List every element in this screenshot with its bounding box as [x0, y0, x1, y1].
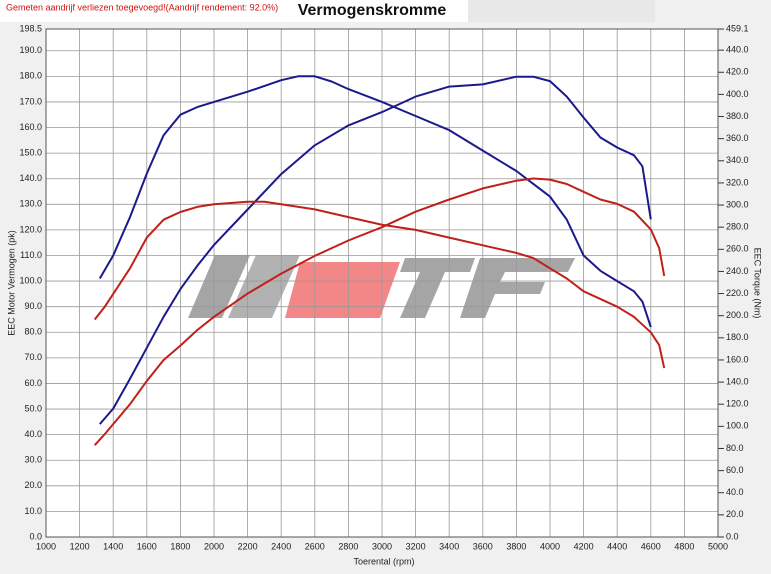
y-tick-label: 120.0 — [19, 224, 42, 234]
y-tick-label: 90.0 — [24, 301, 42, 311]
y-tick-label: 60.0 — [24, 378, 42, 388]
x-tick-label: 4200 — [574, 541, 594, 551]
logo — [188, 255, 575, 318]
x-tick-label: 3800 — [506, 541, 526, 551]
y2-tick-label: 160.0 — [726, 354, 749, 364]
y2-tick-label: 459.1 — [726, 23, 749, 33]
y2-tick-label: 360.0 — [726, 133, 749, 143]
y2-tick-label: 440.0 — [726, 45, 749, 55]
series-line — [98, 75, 652, 328]
header-box — [468, 0, 655, 22]
note: Gemeten aandrijf verliezen toegevoegd!(A… — [6, 2, 278, 12]
y-tick-label: 180.0 — [19, 71, 42, 81]
y-tick-label: 40.0 — [24, 429, 42, 439]
x-tick-label: 2600 — [305, 541, 325, 551]
y-tick-label: 160.0 — [19, 122, 42, 132]
x-tick-label: 3000 — [372, 541, 392, 551]
y2-tick-label: 320.0 — [726, 177, 749, 187]
x-tick-label: 3200 — [406, 541, 426, 551]
y-tick-label: 198.5 — [19, 23, 42, 33]
series-line — [93, 177, 666, 446]
y-tick-label: 190.0 — [19, 45, 42, 55]
y2-tick-label: 420.0 — [726, 67, 749, 77]
x-tick-label: 2200 — [238, 541, 258, 551]
y2-tick-label: 0.0 — [726, 531, 739, 541]
y2-tick-label: 220.0 — [726, 288, 749, 298]
y2-tick-label: 400.0 — [726, 89, 749, 99]
x-tick-label: 1200 — [70, 541, 90, 551]
x-tick-label: 1800 — [170, 541, 190, 551]
y2-tick-label: 380.0 — [726, 111, 749, 121]
x-tick-label: 5000 — [708, 541, 728, 551]
y2-tick-label: 20.0 — [726, 509, 744, 519]
y2-tick-label: 180.0 — [726, 332, 749, 342]
y2-tick-label: 60.0 — [726, 465, 744, 475]
series-line — [99, 75, 652, 425]
y-tick-label: 80.0 — [24, 327, 42, 337]
y-tick-label: 0.0 — [29, 531, 42, 541]
y-tick-label: 170.0 — [19, 96, 42, 106]
x-tick-label: 4800 — [674, 541, 694, 551]
y2-tick-label: 80.0 — [726, 443, 744, 453]
x-tick-label: 4000 — [540, 541, 560, 551]
y-tick-label: 110.0 — [20, 250, 42, 260]
y2-axis-label: EEC Torque (Nm) — [753, 248, 763, 319]
x-axis-label: Toerental (rpm) — [353, 556, 414, 566]
x-tick-label: 1600 — [137, 541, 157, 551]
y2-tick-label: 40.0 — [726, 487, 744, 497]
y-tick-label: 100.0 — [19, 275, 42, 285]
y2-tick-label: 340.0 — [726, 155, 749, 165]
x-tick-label: 3600 — [473, 541, 493, 551]
y2-tick-label: 240.0 — [726, 266, 749, 276]
y-tick-label: 30.0 — [24, 455, 42, 465]
y2-tick-label: 120.0 — [726, 399, 749, 409]
x-tick-label: 3400 — [439, 541, 459, 551]
x-tick-label: 1400 — [103, 541, 123, 551]
x-tick-label: 2800 — [338, 541, 358, 551]
y-tick-label: 140.0 — [19, 173, 42, 183]
y2-tick-label: 300.0 — [726, 199, 749, 209]
x-tick-label: 2400 — [271, 541, 291, 551]
y-axis-label: EEC Motor Vermogen (pk) — [6, 230, 16, 336]
y-tick-label: 20.0 — [24, 480, 42, 490]
x-tick-label: 2000 — [204, 541, 224, 551]
x-tick-label: 4600 — [641, 541, 661, 551]
y2-tick-label: 200.0 — [726, 310, 749, 320]
plot-border — [45, 28, 719, 538]
y2-tick-label: 280.0 — [726, 222, 749, 232]
y-tick-label: 150.0 — [19, 147, 42, 157]
x-tick-label: 1000 — [36, 541, 56, 551]
series-line — [93, 200, 666, 369]
y-tick-label: 10.0 — [24, 506, 42, 516]
x-tick-label: 4400 — [607, 541, 627, 551]
y2-tick-label: 100.0 — [726, 421, 749, 431]
y2-tick-label: 140.0 — [726, 376, 749, 386]
y-tick-label: 50.0 — [24, 403, 42, 413]
chart-title: Vermogenskromme — [298, 2, 447, 19]
y-tick-label: 70.0 — [24, 352, 42, 362]
y2-tick-label: 260.0 — [726, 244, 749, 254]
y-tick-label: 130.0 — [19, 199, 42, 209]
